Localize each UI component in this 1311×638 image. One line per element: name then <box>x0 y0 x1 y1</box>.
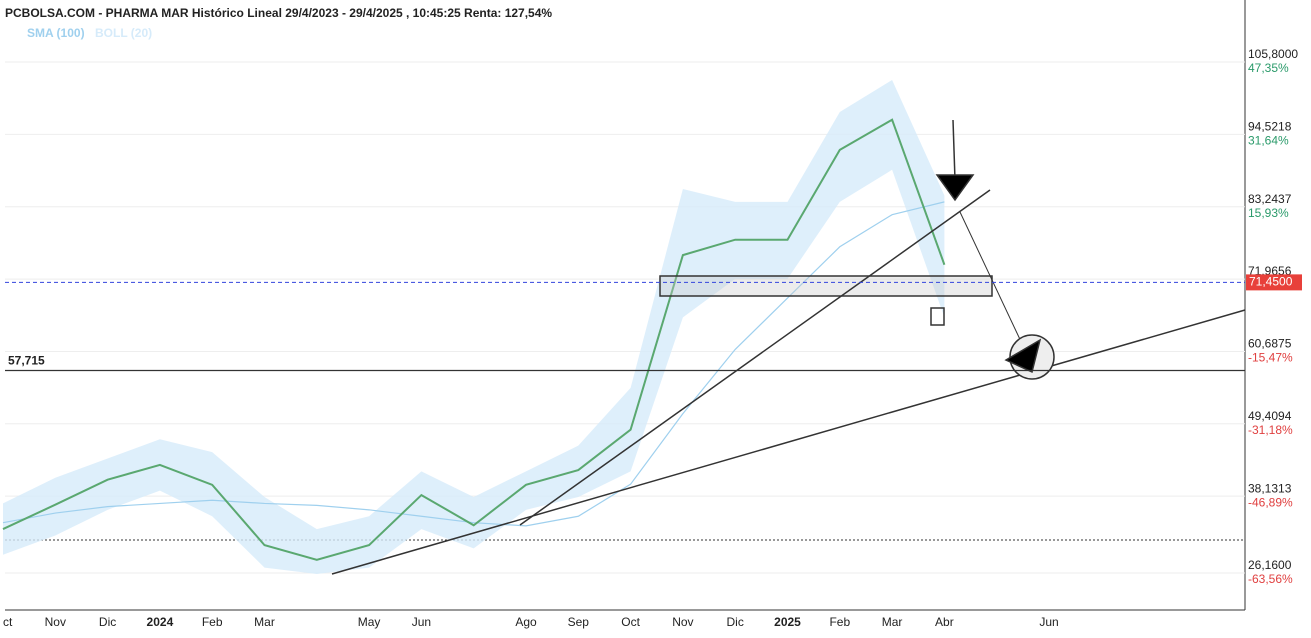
arrow-line <box>959 211 1026 351</box>
legend-label: BOLL (20) <box>95 26 152 40</box>
x-tick-label: Nov <box>45 615 66 629</box>
boll-band <box>3 79 945 575</box>
chart-title: PCBOLSA.COM - PHARMA MAR Histórico Linea… <box>5 6 552 20</box>
y2-tick-label: -31,18% <box>1248 423 1293 437</box>
x-tick-label: Feb <box>202 615 223 629</box>
arrow-head <box>1004 338 1042 374</box>
last-price-label: 71,4500 <box>1249 275 1293 289</box>
y-tick-label: 94,5218 <box>1248 120 1292 134</box>
zone-box <box>659 275 993 297</box>
x-tick-label: Abr <box>935 615 954 629</box>
y2-tick-label: -46,89% <box>1248 495 1293 509</box>
y2-tick-label: -63,56% <box>1248 572 1293 586</box>
x-tick-label: Jun <box>1039 615 1058 629</box>
y-tick-label: 83,2437 <box>1248 192 1292 206</box>
arrow-head <box>935 174 975 202</box>
y2-tick-label: 15,93% <box>1248 206 1289 220</box>
y2-tick-label: 31,64% <box>1248 134 1289 148</box>
x-tick-label: May <box>358 615 381 629</box>
x-tick-label: Feb <box>829 615 850 629</box>
trend-line <box>519 189 991 526</box>
small-box <box>930 307 945 326</box>
x-tick-label: Ago <box>515 615 537 629</box>
y-tick-label: 60,6875 <box>1248 337 1292 351</box>
x-tick-label: Oct <box>621 615 640 629</box>
x-tick-label: Dic <box>727 615 744 629</box>
legend-label: SMA (100) <box>27 26 85 40</box>
x-tick-label: 2025 <box>774 615 801 629</box>
y2-tick-label: 47,35% <box>1248 61 1289 75</box>
x-tick-label: ct <box>3 615 13 629</box>
x-tick-label: Mar <box>882 615 903 629</box>
price-line <box>2 118 946 561</box>
last-price-box <box>1246 274 1302 291</box>
y-tick-label: 49,4094 <box>1248 409 1292 423</box>
y-tick-label: 38,1313 <box>1248 481 1292 495</box>
x-tick-label: 2024 <box>147 615 174 629</box>
x-tick-label: Dic <box>99 615 116 629</box>
level-label: 57,715 <box>8 354 45 368</box>
y-tick-label: 26,1600 <box>1248 558 1292 572</box>
x-tick-label: Nov <box>672 615 693 629</box>
x-tick-label: Jun <box>412 615 431 629</box>
sma-line <box>2 201 945 527</box>
annotations <box>331 119 1246 575</box>
arrow-line <box>952 119 956 181</box>
trend-line <box>331 309 1246 575</box>
x-tick-label: Sep <box>568 615 590 629</box>
y-tick-label: 105,8000 <box>1248 47 1298 61</box>
x-tick-label: Mar <box>254 615 275 629</box>
y2-tick-label: -15,47% <box>1248 351 1293 365</box>
